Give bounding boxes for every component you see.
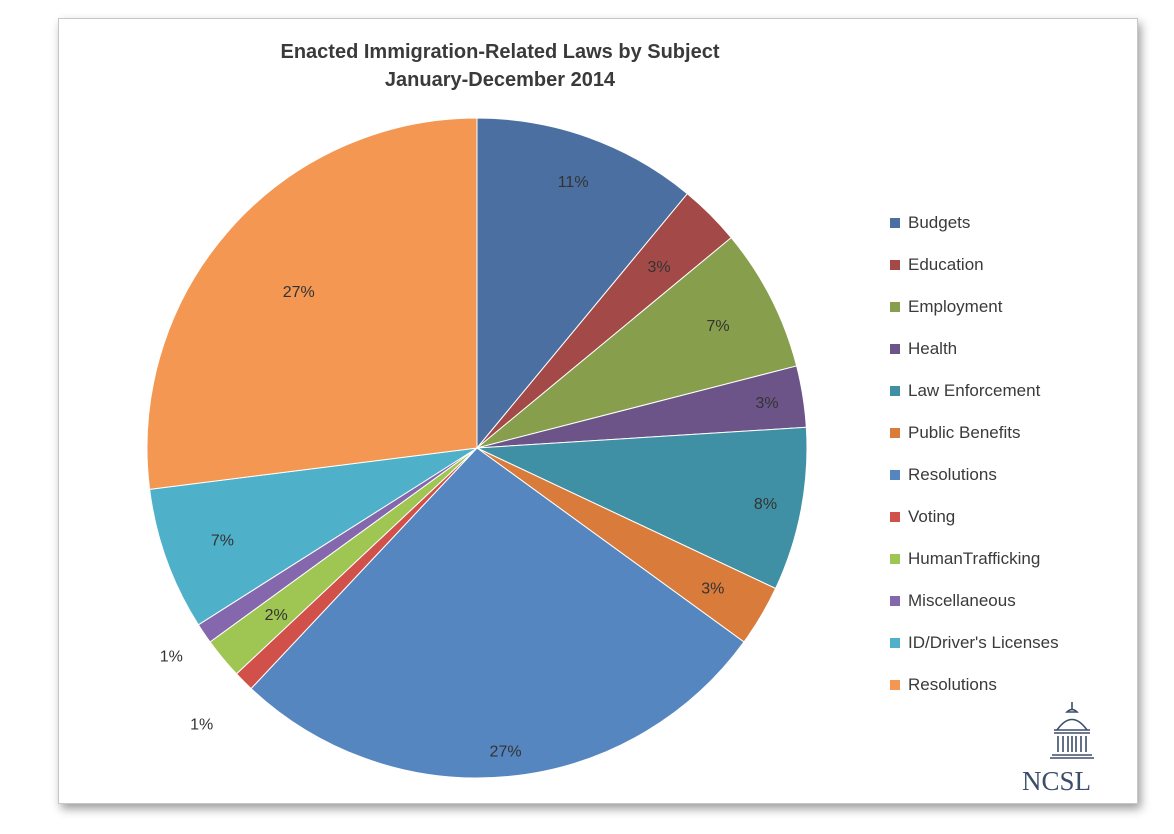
legend-item: Education (890, 244, 1059, 286)
slice-data-label: 3% (647, 259, 670, 276)
legend-swatch (890, 428, 900, 438)
pie-slice (146, 117, 478, 490)
slice-data-label: 7% (211, 533, 234, 550)
legend-item: Resolutions (890, 664, 1059, 706)
legend-swatch (890, 638, 900, 648)
pie-slice (149, 447, 478, 626)
ncsl-logo-text: NCSL (1022, 766, 1092, 796)
chart-title-block: Enacted Immigration-Related Laws by Subj… (100, 38, 900, 94)
slice-data-label: 1% (190, 716, 213, 733)
pie-slice (476, 117, 689, 450)
legend-label: Law Enforcement (908, 381, 1041, 400)
legend-swatch (890, 680, 900, 690)
legend-item: Health (890, 328, 1059, 370)
chart-subtitle: January-December 2014 (384, 69, 616, 91)
legend-label: Employment (908, 297, 1003, 316)
legend-swatch (890, 596, 900, 606)
slice-data-label: 2% (265, 607, 288, 624)
legend-swatch (890, 554, 900, 564)
legend-swatch (890, 470, 900, 480)
pie-slice (476, 236, 798, 449)
slice-data-label: 27% (283, 284, 315, 301)
pie-slice (250, 447, 745, 779)
legend-label: Health (908, 339, 958, 358)
legend-label: Voting (908, 507, 956, 526)
legend-label: Budgets (908, 213, 971, 232)
legend-label: Public Benefits (908, 423, 1021, 442)
legend-swatch (890, 260, 900, 270)
legend-swatch (890, 344, 900, 354)
legend-item: Miscellaneous (890, 580, 1059, 622)
legend-swatch (890, 386, 900, 396)
slice-data-label: 3% (701, 580, 724, 597)
chart-legend: Budgets Education Employment Health Law Enfo… (890, 202, 1059, 706)
legend-label: Resolutions (908, 465, 997, 484)
slice-data-label: 1% (160, 649, 183, 666)
legend-item: HumanTrafficking (890, 538, 1059, 580)
capitol-dome-icon (1050, 702, 1094, 759)
legend-item: ID/Driver's Licenses (890, 622, 1059, 664)
legend-label: ID/Driver's Licenses (908, 633, 1059, 652)
legend-item: Employment (890, 286, 1059, 328)
legend-label: Resolutions (908, 675, 997, 694)
legend-label: Education (908, 255, 984, 274)
pie-slice (476, 426, 808, 590)
slice-data-label: 3% (756, 395, 779, 412)
legend-label: HumanTrafficking (908, 549, 1041, 568)
slice-data-label: 11% (558, 174, 589, 191)
slice-data-label: 27% (490, 743, 522, 760)
legend-item: Public Benefits (890, 412, 1059, 454)
slice-data-label: 8% (754, 496, 777, 513)
legend-item: Voting (890, 496, 1059, 538)
legend-item: Resolutions (890, 454, 1059, 496)
legend-swatch (890, 302, 900, 312)
slice-data-label: 7% (707, 318, 730, 335)
legend-item: Law Enforcement (890, 370, 1059, 412)
chart-title: Enacted Immigration-Related Laws by Subj… (280, 41, 720, 63)
ncsl-logo: NCSL (1022, 700, 1122, 800)
legend-item: Budgets (890, 202, 1059, 244)
legend-swatch (890, 512, 900, 522)
legend-label: Miscellaneous (908, 591, 1016, 610)
legend-swatch (890, 218, 900, 228)
